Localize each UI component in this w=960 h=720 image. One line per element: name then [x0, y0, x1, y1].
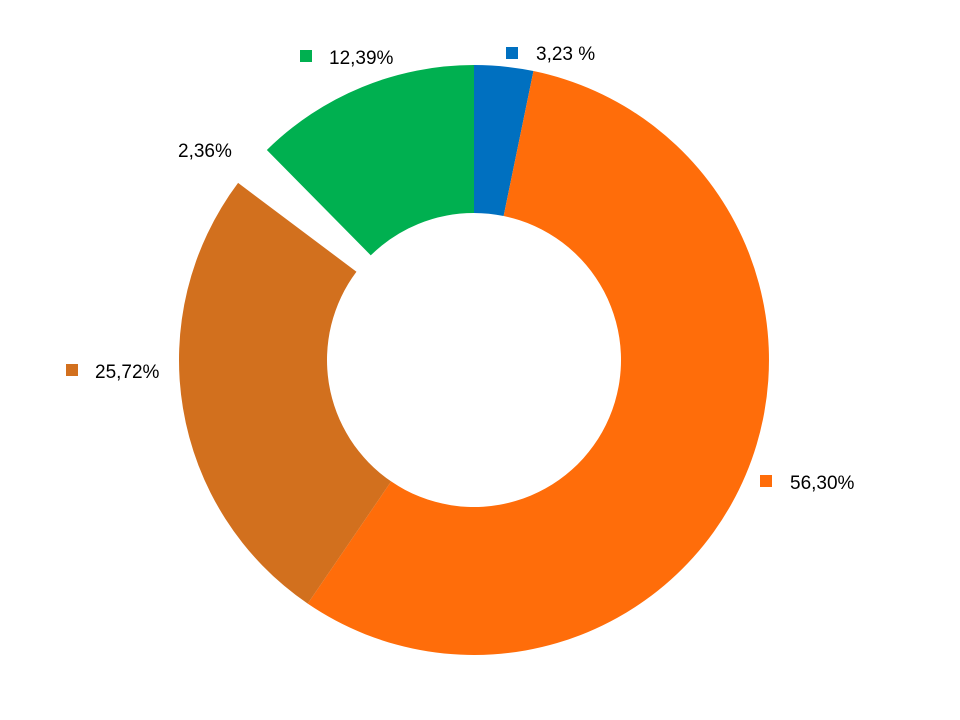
data-label-3: 25,72% — [95, 362, 160, 383]
data-label-1: 3,23 % — [536, 44, 595, 65]
label-marker-5 — [300, 50, 312, 62]
data-label-4: 2,36% — [178, 141, 232, 162]
donut-slice-4 — [207, 123, 341, 246]
donut-slice-5 — [266, 65, 474, 256]
data-label-2: 56,30% — [790, 473, 855, 494]
donut-slice-1 — [474, 65, 534, 217]
slices-group — [178, 65, 769, 655]
labels-group: 3,23 % 56,30% 25,72% 2,36% 12,39% — [66, 44, 855, 494]
label-marker-2 — [760, 475, 772, 487]
label-marker-3 — [66, 364, 78, 376]
donut-slice-2 — [307, 71, 769, 655]
donut-slice-3 — [178, 182, 392, 604]
label-marker-1 — [506, 47, 518, 59]
data-label-5: 12,39% — [329, 48, 394, 69]
